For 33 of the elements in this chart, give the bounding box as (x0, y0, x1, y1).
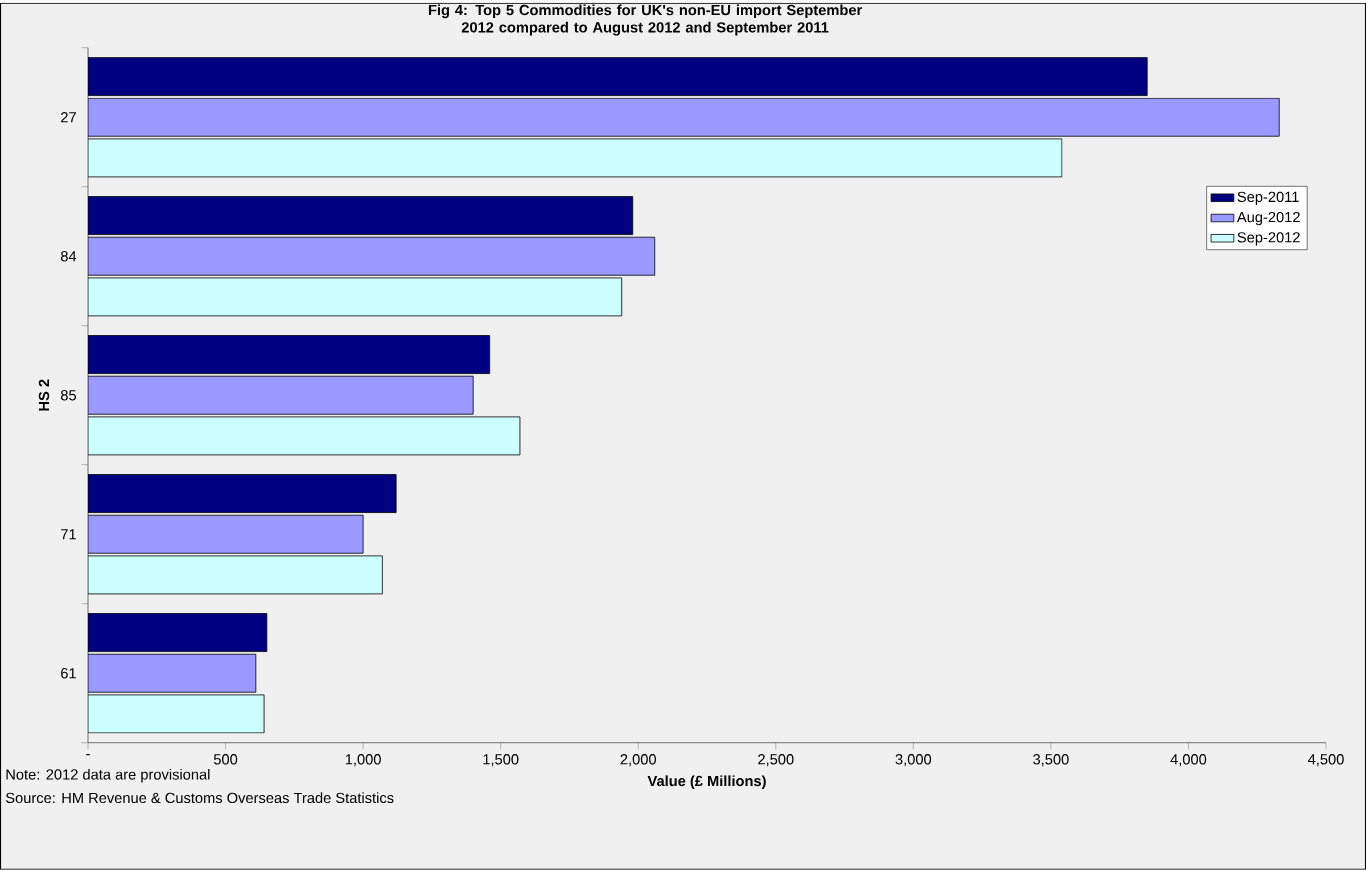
x-tick-label: 2,500 (758, 754, 794, 767)
x-tick-label: 500 (213, 754, 238, 765)
bar (88, 514, 364, 554)
x-tick-label: 2,000 (620, 754, 656, 767)
x-axis-title: Value (£ Millions) (647, 775, 766, 790)
x-tick-label: - (86, 754, 90, 756)
y-tick-label: 61 (61, 668, 76, 679)
x-tick-label: 3,000 (895, 754, 932, 767)
x-tick-label: 1,500 (483, 754, 519, 767)
y-tick-label: 85 (60, 390, 76, 401)
x-tick-label: 4,000 (1170, 754, 1207, 767)
bar (88, 97, 1280, 137)
x-tick-label: 1,000 (345, 754, 381, 767)
bar (88, 335, 491, 375)
bar (88, 474, 397, 514)
text: Note: 2012 data are provisional (6, 769, 210, 783)
legend-label: Aug-2012 (1236, 212, 1300, 226)
legend-label: Sep-2012 (1237, 232, 1300, 246)
bar (88, 653, 257, 693)
legend-label: Sep-2011 (1237, 191, 1299, 206)
bar (88, 196, 634, 236)
bar (88, 236, 656, 276)
x-tick-label: 3,500 (1033, 754, 1069, 767)
bar (88, 375, 474, 415)
bar (88, 57, 1148, 97)
y-tick-label: 71 (61, 529, 76, 540)
y-tick-label: 27 (61, 112, 76, 123)
chart-title: Fig 4: Top 5 Commodities for UK's non-EU import September 2012 compared to August 2012 and September 2011 (428, 4, 862, 36)
y-tick-label: 84 (60, 251, 77, 262)
source-note: Source: HM Revenue & Customs Overseas Trade Statistics (5, 792, 394, 804)
bar (88, 613, 268, 653)
y-axis-title: HS 2 (38, 379, 50, 411)
x-tick-label: 4,500 (1307, 754, 1344, 767)
